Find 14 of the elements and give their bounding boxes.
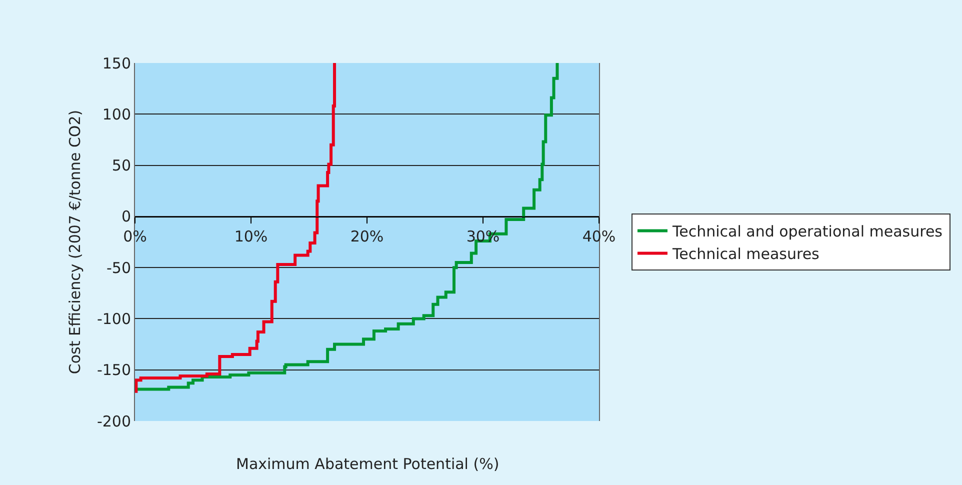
x-tick-label: 10% [234, 227, 268, 246]
y-tick-label: 50 [112, 156, 131, 175]
legend-label: Technical and operational measures [671, 222, 943, 241]
y-tick-label: -100 [96, 310, 131, 328]
x-tick-label: 20% [350, 227, 384, 246]
y-tick-label: -50 [106, 258, 131, 277]
y-tick-label: 100 [102, 105, 131, 124]
legend-label: Technical measures [671, 245, 820, 264]
y-tick-label: 150 [102, 54, 131, 72]
y-tick-label: -150 [96, 361, 131, 380]
y-tick-label: -200 [96, 412, 131, 430]
y-tick-label: 0 [121, 208, 131, 226]
y-axis-title: Cost Efficiency (2007 €/tonne CO2) [66, 110, 84, 374]
x-axis-title: Maximum Abatement Potential (%) [236, 455, 500, 473]
